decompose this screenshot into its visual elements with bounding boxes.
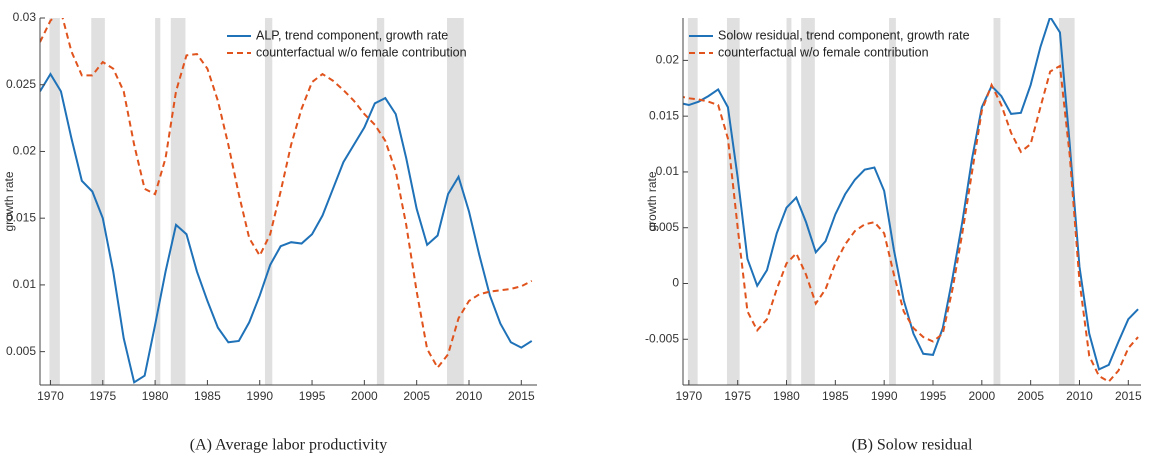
plot-area xyxy=(40,18,533,385)
recession-band xyxy=(376,18,385,385)
x-tick-label: 2005 xyxy=(403,389,430,403)
x-tick-label: 1990 xyxy=(246,389,273,403)
caption: (A) Average labor productivity xyxy=(190,437,387,454)
y-tick-label: -0.005 xyxy=(645,331,679,345)
recession-band xyxy=(687,18,698,385)
x-tick-label: 2010 xyxy=(1066,389,1093,403)
y-tick-label: 0 xyxy=(672,276,679,290)
x-tick-label: 1980 xyxy=(773,389,800,403)
recession-band xyxy=(993,18,1001,385)
recession-band xyxy=(155,18,161,385)
recession-band xyxy=(264,18,273,385)
recession-band xyxy=(49,18,60,385)
plot-area xyxy=(683,18,1139,385)
recession-band xyxy=(170,18,186,385)
series-line xyxy=(683,18,1139,371)
x-tick-label: 2015 xyxy=(508,389,535,403)
legend-label: counterfactual w/o female contribution xyxy=(256,45,467,59)
x-tick-label: 1985 xyxy=(822,389,849,403)
y-axis-label: growth rate xyxy=(2,171,16,231)
y-tick-label: 0.005 xyxy=(6,344,36,358)
y-tick-label: 0.02 xyxy=(656,53,680,67)
y-tick-label: 0.015 xyxy=(649,108,679,122)
y-tick-label: 0.01 xyxy=(13,277,37,291)
x-tick-label: 1995 xyxy=(299,389,326,403)
recession-band xyxy=(726,18,740,385)
x-tick-label: 1970 xyxy=(37,389,64,403)
legend-label: Solow residual, trend component, growth … xyxy=(718,28,970,42)
series-line xyxy=(40,18,533,370)
recession-band xyxy=(801,18,815,385)
series-line xyxy=(40,72,533,384)
recession-band xyxy=(889,18,896,385)
y-tick-label: 0.02 xyxy=(13,144,37,158)
x-tick-label: 1985 xyxy=(194,389,221,403)
x-tick-label: 1990 xyxy=(871,389,898,403)
series-line xyxy=(683,64,1139,383)
x-tick-label: 1975 xyxy=(89,389,116,403)
x-tick-label: 2000 xyxy=(968,389,995,403)
recession-band xyxy=(91,18,105,385)
x-tick-label: 1980 xyxy=(142,389,169,403)
x-tick-label: 1995 xyxy=(920,389,947,403)
y-axis-label: growth rate xyxy=(645,171,659,231)
x-tick-label: 1970 xyxy=(676,389,703,403)
y-tick-label: 0.01 xyxy=(656,164,680,178)
y-tick-label: 0.03 xyxy=(13,10,37,24)
x-tick-label: 1975 xyxy=(724,389,751,403)
x-tick-label: 2015 xyxy=(1115,389,1142,403)
x-tick-label: 2010 xyxy=(456,389,483,403)
legend-label: counterfactual w/o female contribution xyxy=(718,45,929,59)
y-tick-label: 0.015 xyxy=(6,210,36,224)
x-tick-label: 2005 xyxy=(1017,389,1044,403)
recession-band xyxy=(447,18,464,385)
recession-band xyxy=(786,18,792,385)
legend-label: ALP, trend component, growth rate xyxy=(256,28,448,42)
recession-band xyxy=(1058,18,1075,385)
x-tick-label: 2000 xyxy=(351,389,378,403)
y-tick-label: 0.005 xyxy=(649,220,679,234)
caption: (B) Solow residual xyxy=(852,437,973,454)
y-tick-label: 0.025 xyxy=(6,77,36,91)
